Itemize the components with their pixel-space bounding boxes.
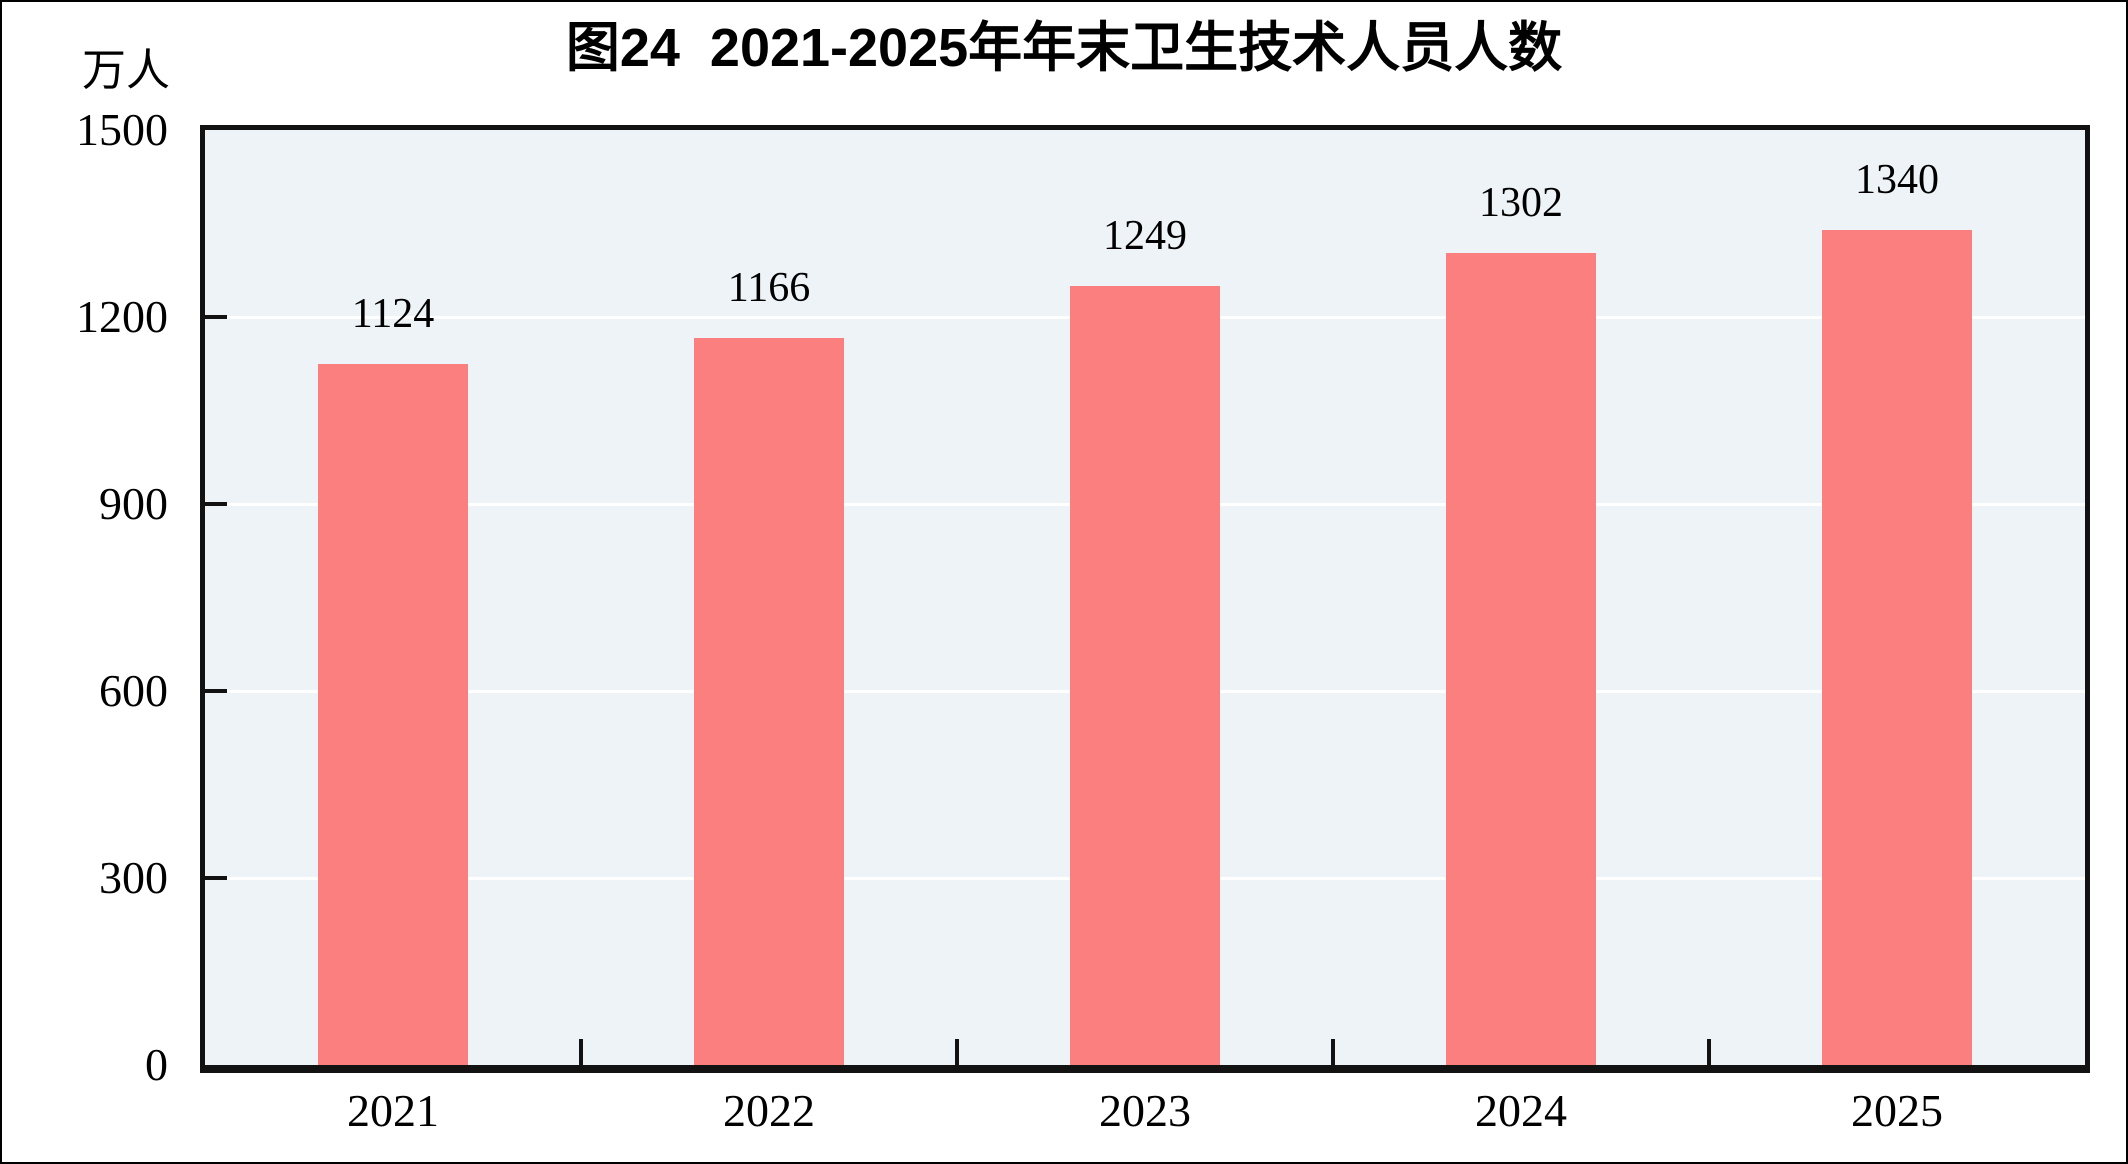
- y-axis-label-300: 300: [99, 852, 168, 903]
- y-axis-label-600: 600: [99, 665, 168, 716]
- x-axis-label-2024: 2024: [1475, 1085, 1567, 1136]
- y-axis-label-1200: 1200: [76, 291, 168, 342]
- x-axis-label-2023: 2023: [1099, 1085, 1191, 1136]
- y-axis-tick-900: [205, 502, 227, 506]
- y-axis-tick-1200: [205, 315, 227, 319]
- x-axis-tick-4: [1707, 1039, 1711, 1065]
- y-axis-label-900: 900: [99, 478, 168, 529]
- y-axis-tick-600: [205, 689, 227, 693]
- bar-2022: [694, 338, 844, 1065]
- y-axis-unit-label: 万人: [82, 46, 170, 95]
- x-axis-tick-2: [955, 1039, 959, 1065]
- bar-value-label-2021: 1124: [351, 291, 435, 338]
- x-axis-tick-3: [1331, 1039, 1335, 1065]
- bar-value-label-2025: 1340: [1855, 156, 1939, 203]
- x-axis-tick-1: [579, 1039, 583, 1065]
- x-axis-label-2025: 2025: [1851, 1085, 1943, 1136]
- bar-2024: [1446, 253, 1596, 1065]
- bar-value-label-2023: 1249: [1103, 213, 1187, 260]
- bar-2021: [318, 364, 468, 1065]
- plot-area: 1124 1166 1249 1302 1340: [200, 125, 2090, 1073]
- x-axis-label-2021: 2021: [347, 1085, 439, 1136]
- chart-title: 图24 2021-2025年年末卫生技术人员人数: [565, 18, 1563, 78]
- x-axis-label-2022: 2022: [723, 1085, 815, 1136]
- y-axis-label-1500: 1500: [76, 104, 168, 155]
- y-axis-tick-300: [205, 876, 227, 880]
- bar-value-label-2024: 1302: [1479, 180, 1563, 227]
- bar-2025: [1822, 229, 1972, 1065]
- bar-value-label-2022: 1166: [727, 265, 811, 312]
- y-axis-label-0: 0: [145, 1039, 168, 1090]
- bar-2023: [1070, 286, 1220, 1065]
